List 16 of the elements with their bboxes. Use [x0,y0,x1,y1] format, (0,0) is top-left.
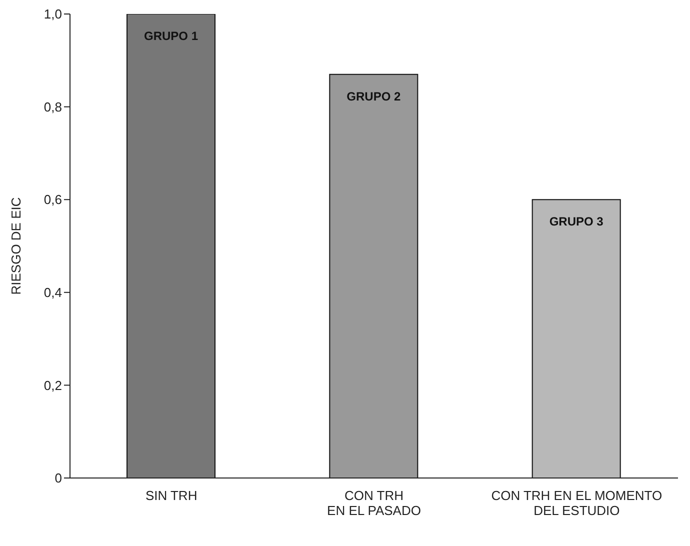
y-tick-label: 0,2 [44,378,62,393]
y-tick-label: 0 [54,470,62,486]
bar [126,14,216,478]
bar [532,199,621,478]
x-tick-label: CON TRH EN EL PASADO [327,488,421,518]
annotation: GRUPO 1 [144,29,198,43]
x-tick-label: CON TRH EN EL MOMENTO DEL ESTUDIO [491,488,662,518]
y-tick-label: 0,4 [44,285,62,300]
bar [329,74,418,478]
annotation: GRUPO 3 [549,214,604,229]
y-axis-title: RIESGO DE EIC [8,197,24,295]
y-tick-label: 1,0 [44,6,62,22]
y-tick-label: 0,8 [44,99,62,114]
annotation: GRUPO 2 [346,89,401,104]
x-tick-label: SIN TRH [145,488,198,503]
y-tick-label: 0,6 [44,192,62,208]
